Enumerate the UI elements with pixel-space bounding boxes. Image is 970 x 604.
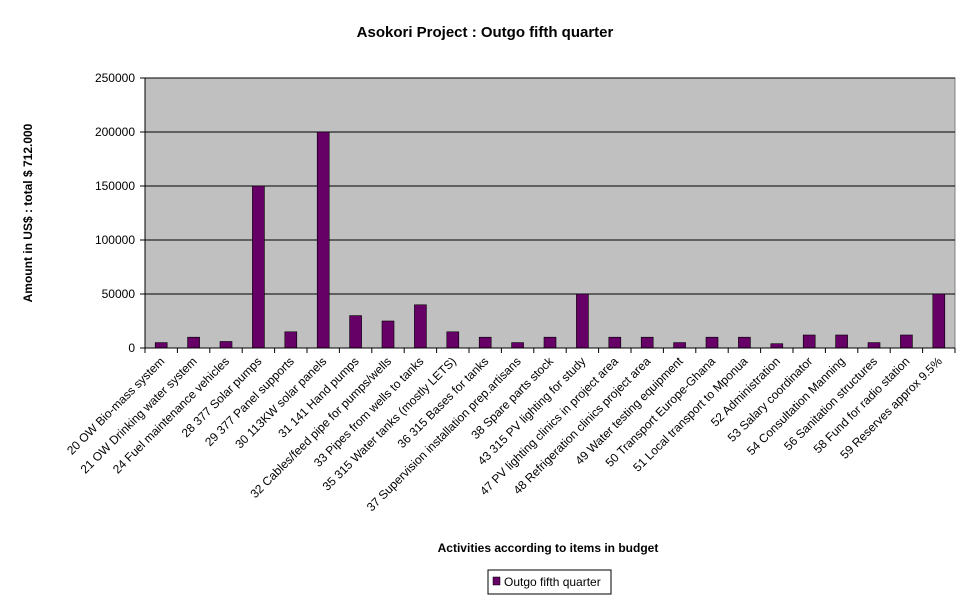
bar [576, 293, 589, 349]
bar [349, 315, 362, 349]
bar [414, 304, 427, 349]
bar [187, 336, 200, 349]
y-tick-label: 200000 [95, 125, 135, 139]
x-axis-title: Activities according to items in budget [438, 541, 659, 555]
bar [673, 342, 686, 349]
bar [640, 336, 654, 349]
bar [219, 341, 233, 349]
bar [835, 334, 848, 349]
bar [284, 331, 298, 349]
y-tick-label: 250000 [95, 71, 135, 85]
legend-swatch [492, 576, 501, 586]
chart-title: Asokori Project : Outgo fifth quarter [357, 24, 614, 41]
bar [932, 293, 946, 349]
bar [543, 336, 557, 349]
bar [154, 342, 168, 349]
bar [608, 336, 622, 349]
bar [478, 336, 492, 349]
y-tick-label: 0 [128, 341, 135, 355]
bar [738, 336, 751, 349]
bar [511, 342, 524, 349]
bar-series [154, 131, 946, 349]
legend-box [487, 569, 612, 595]
bar [705, 336, 719, 349]
bar [900, 334, 913, 349]
bar [381, 320, 395, 349]
bar [316, 131, 330, 349]
y-tick-label: 50000 [102, 287, 136, 301]
gridlines [145, 77, 955, 295]
bar [802, 334, 816, 349]
y-axis-title: Amount in US$ : total $ 712.000 [21, 123, 35, 302]
bar [446, 331, 460, 349]
axes [140, 77, 956, 353]
y-tick-label: 100000 [95, 233, 135, 247]
legend: Outgo fifth quarter [487, 569, 612, 595]
y-tick-labels: 0 50000 100000 150000 200000 250000 [95, 71, 135, 355]
bar [770, 343, 784, 349]
plot-area [144, 77, 956, 349]
bar [867, 342, 881, 349]
legend-label: Outgo fifth quarter [504, 575, 601, 589]
bar [252, 185, 265, 349]
y-tick-label: 150000 [95, 179, 135, 193]
